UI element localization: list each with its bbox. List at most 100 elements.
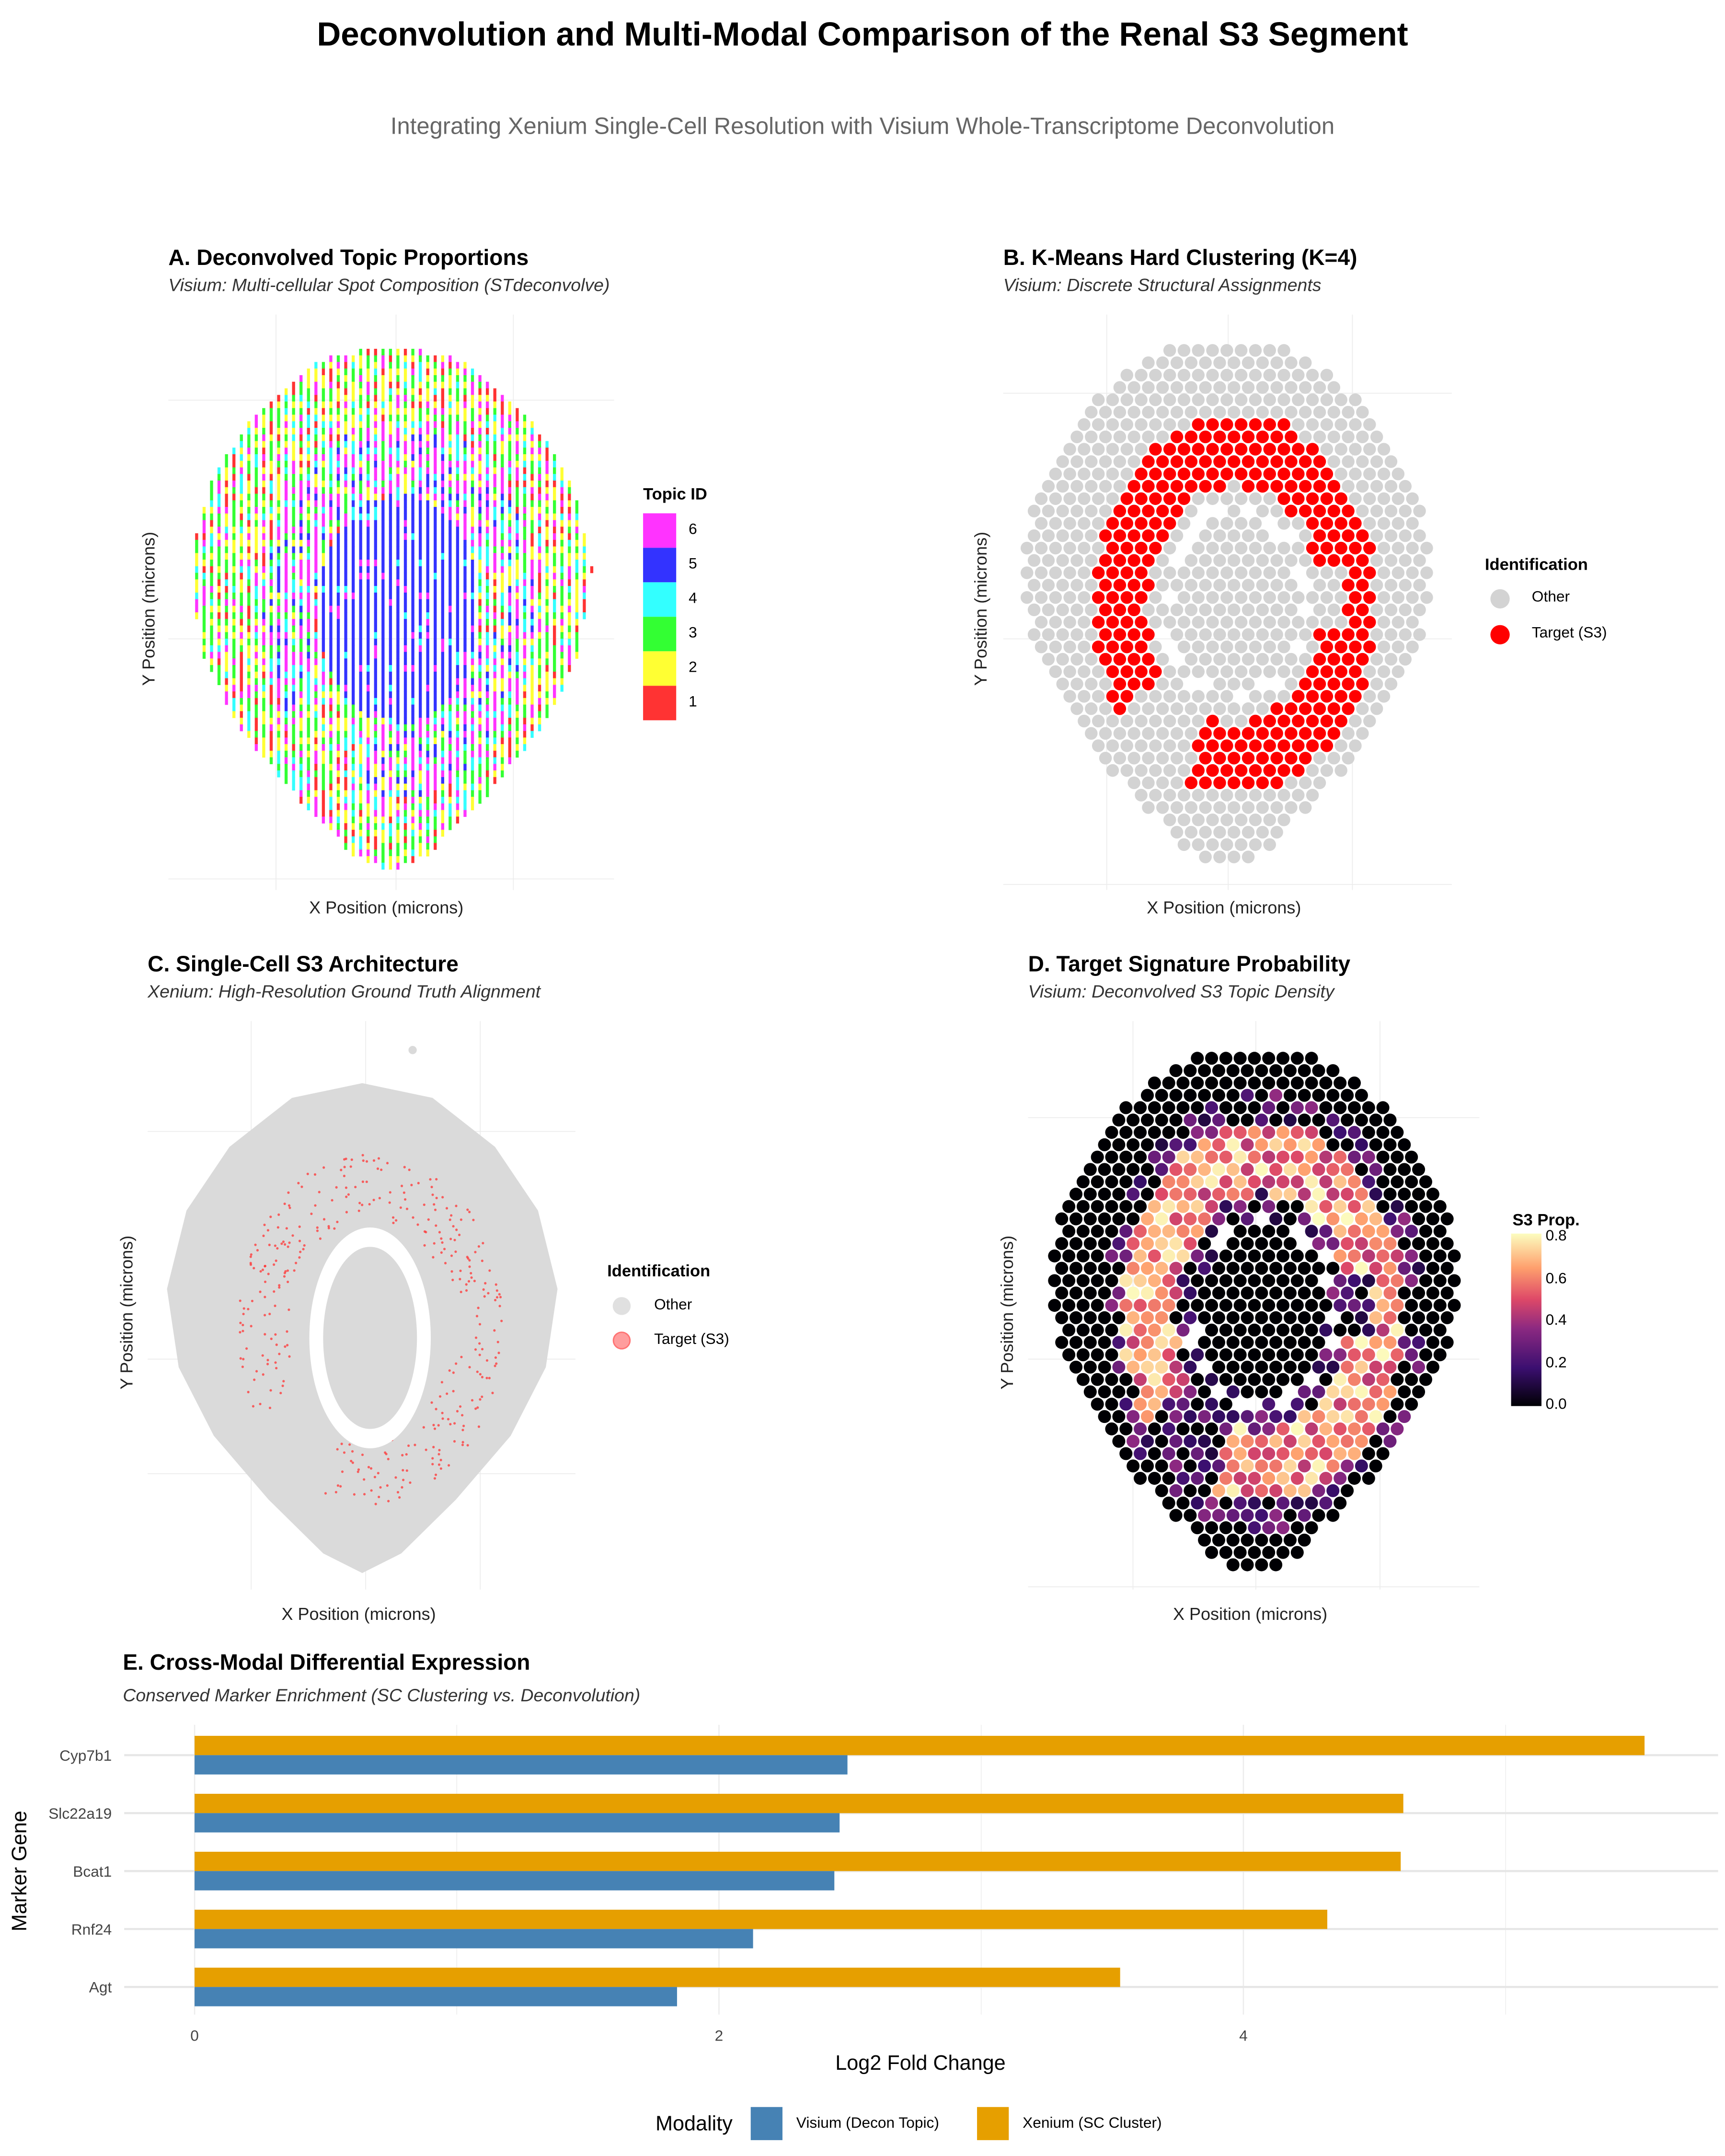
topic-spot (322, 586, 325, 593)
topic-spot (471, 414, 474, 422)
topic-spot (485, 619, 489, 626)
topic-spot (441, 790, 444, 797)
topic-spot (254, 678, 258, 685)
topic-spot (426, 520, 429, 527)
cell-target-s3 (496, 1341, 499, 1343)
spot-s3-prop (1198, 1113, 1211, 1127)
topic-spot (418, 487, 422, 494)
topic-spot (560, 599, 564, 606)
topic-spot (523, 421, 527, 428)
spot-s3-prop (1326, 1089, 1340, 1102)
spot-s3-prop (1076, 1299, 1090, 1312)
topic-spot (418, 790, 422, 797)
topic-spot (396, 750, 400, 758)
spot-s3-prop (1184, 1113, 1197, 1127)
spot-other (1106, 714, 1119, 728)
cell-target-s3 (459, 1278, 461, 1281)
topic-spot (307, 718, 310, 725)
legend-label: 3 (689, 625, 697, 642)
topic-spot (202, 566, 206, 573)
spot-s3-prop (1276, 1200, 1290, 1213)
spot-s3-prop (1198, 1187, 1211, 1201)
topic-spot (463, 770, 467, 778)
spot-s3-prop (1198, 1311, 1211, 1324)
spot-s3-prop (1241, 1138, 1254, 1151)
spot-other (1199, 356, 1212, 369)
topic-spot (359, 770, 362, 778)
spot-other (1213, 628, 1226, 641)
topic-spot (225, 460, 228, 468)
topic-spot (508, 639, 511, 646)
topic-spot (381, 803, 385, 811)
spot-other (1213, 850, 1226, 863)
spot-s3-prop (1162, 1126, 1175, 1139)
spot-s3-prop (1341, 1138, 1354, 1151)
topic-spot (307, 553, 310, 560)
spot-s3-prop (1347, 1150, 1361, 1164)
cell-target-s3 (433, 1242, 436, 1245)
spot-s3-prop (1134, 1323, 1147, 1337)
topic-spot (232, 711, 236, 718)
spot-other (1263, 492, 1276, 505)
topic-spot (367, 586, 370, 593)
topic-spot (269, 546, 273, 553)
topic-spot (389, 507, 392, 514)
topic-spot (553, 592, 556, 600)
spot-target-s3 (1249, 764, 1262, 777)
spot-s3-prop (1176, 1101, 1190, 1114)
topic-spot (530, 731, 534, 738)
spot-s3-prop (1112, 1286, 1126, 1300)
spot-s3-prop (1362, 1299, 1375, 1312)
topic-spot (463, 599, 467, 606)
spot-other (1220, 714, 1233, 728)
topic-spot (478, 560, 482, 567)
spot-other (1227, 677, 1241, 690)
topic-spot (322, 770, 325, 778)
spot-s3-prop (1383, 1360, 1397, 1374)
topic-spot (478, 639, 482, 646)
spot-s3-prop (1419, 1299, 1432, 1312)
topic-spot (485, 553, 489, 560)
topic-spot (560, 645, 564, 653)
topic-spot (411, 731, 414, 738)
topic-spot (367, 428, 370, 435)
topic-spot (389, 783, 392, 791)
topic-spot (403, 645, 407, 653)
spot-other (1406, 641, 1419, 654)
topic-spot (493, 553, 496, 560)
cell-target-s3 (283, 1272, 287, 1274)
topic-spot (277, 645, 280, 653)
topic-spot (501, 678, 504, 685)
cell-target-s3 (439, 1458, 442, 1461)
cell-target-s3 (455, 1204, 458, 1207)
spot-other (1135, 714, 1148, 728)
spot-s3-prop (1412, 1360, 1426, 1374)
topic-spot (389, 777, 392, 784)
spot-s3-prop (1262, 1126, 1276, 1139)
topic-spot (508, 737, 511, 745)
topic-spot (351, 381, 355, 389)
topic-spot (254, 698, 258, 705)
topic-spot (441, 803, 444, 811)
topic-spot (299, 737, 303, 745)
topic-spot (329, 586, 333, 593)
topic-spot (441, 619, 444, 626)
topic-spot (292, 388, 295, 395)
topic-spot (456, 711, 460, 718)
topic-spot (501, 487, 504, 494)
topic-spot (426, 731, 429, 738)
topic-spot (314, 573, 318, 580)
spot-s3-prop (1248, 1200, 1261, 1213)
topic-spot (478, 408, 482, 415)
spot-other (1149, 764, 1162, 777)
spot-other (1263, 591, 1276, 604)
topic-spot (225, 665, 228, 672)
topic-spot (418, 823, 422, 830)
spot-target-s3 (1349, 665, 1362, 678)
topic-spot (523, 685, 527, 692)
spot-target-s3 (1299, 702, 1312, 715)
spot-target-s3 (1334, 517, 1347, 530)
spot-other (1334, 616, 1347, 629)
spot-other (1249, 838, 1262, 851)
topic-spot (441, 441, 444, 448)
